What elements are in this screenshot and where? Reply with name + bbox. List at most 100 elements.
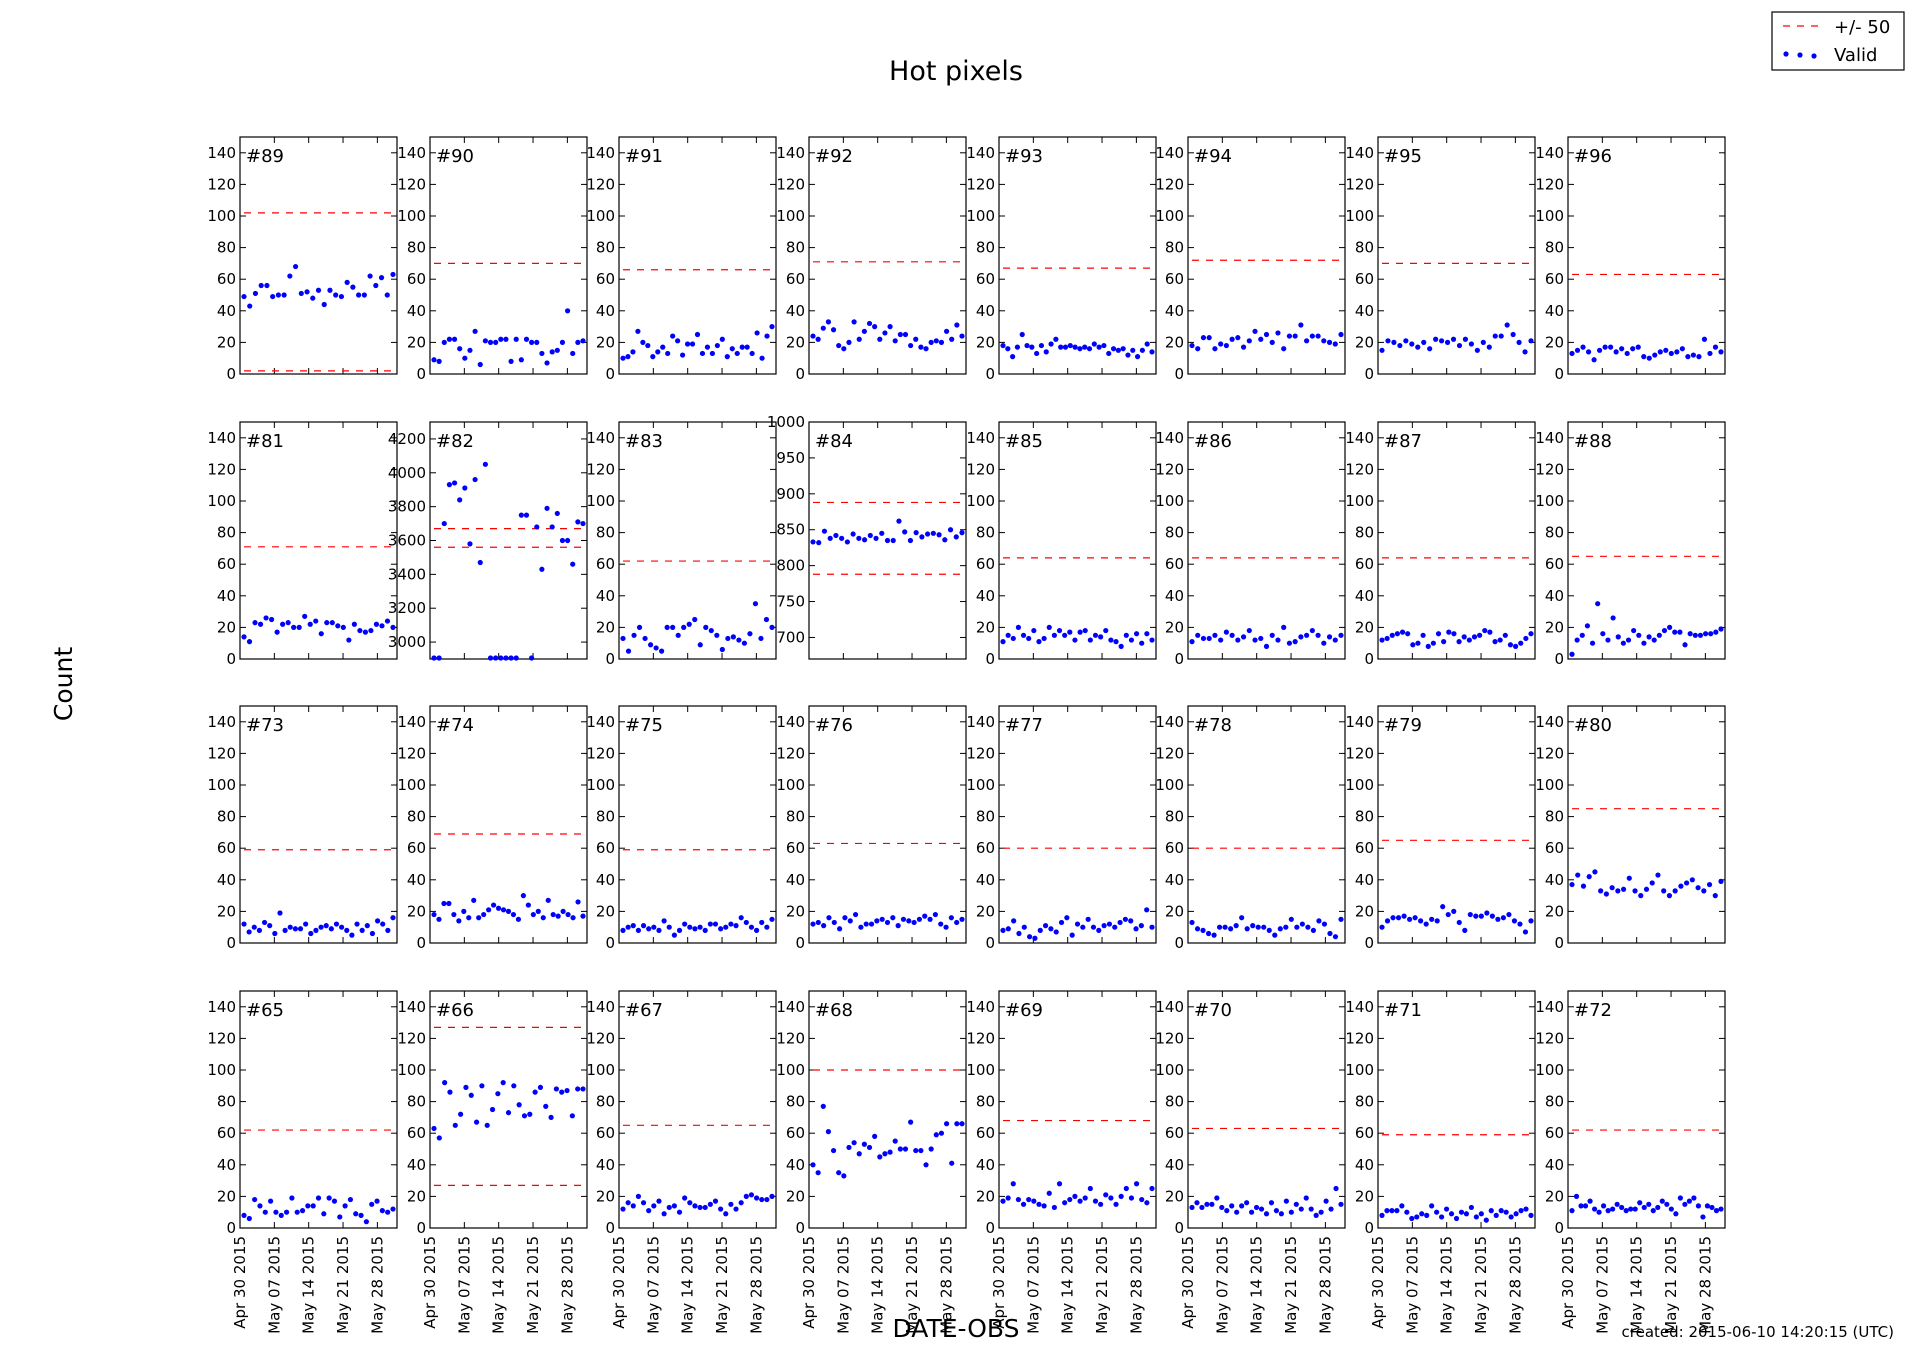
data-point <box>666 924 672 930</box>
y-tick-label: 100 <box>207 776 236 794</box>
data-point <box>1446 629 1452 635</box>
data-point <box>913 336 919 342</box>
y-tick-label: 120 <box>207 1029 236 1047</box>
data-point <box>1620 886 1627 892</box>
y-tick-label: 40 <box>976 1156 995 1174</box>
data-point <box>928 339 934 345</box>
data-point <box>1246 338 1252 344</box>
data-point <box>1650 1208 1656 1214</box>
data-point <box>653 645 659 651</box>
x-tick-label: May 14 2015 <box>490 1236 508 1334</box>
data-point <box>759 355 765 361</box>
data-point <box>949 336 955 342</box>
data-point <box>1090 924 1097 930</box>
legend-valid-dot <box>1783 51 1789 57</box>
data-point <box>1113 639 1119 645</box>
data-point <box>1385 338 1391 344</box>
data-point <box>1149 1185 1155 1192</box>
y-tick-label: 120 <box>586 744 615 762</box>
data-point <box>344 279 350 285</box>
data-point <box>1713 629 1719 635</box>
data-point <box>1058 344 1064 350</box>
data-point <box>1118 1193 1124 1199</box>
data-point <box>1101 923 1107 929</box>
data-point <box>1077 1198 1083 1204</box>
data-point <box>1091 341 1097 347</box>
y-tick-label: 120 <box>966 175 995 193</box>
data-point <box>841 346 847 352</box>
data-point <box>1020 1201 1027 1207</box>
y-tick-label: 120 <box>207 460 236 478</box>
data-point <box>1000 1198 1006 1204</box>
x-tick-label: May 14 2015 <box>679 1236 697 1334</box>
y-tick-label: 0 <box>985 365 995 383</box>
data-point <box>1620 640 1626 646</box>
x-tick-label: May 14 2015 <box>1628 1236 1646 1334</box>
data-point <box>560 908 566 915</box>
data-point <box>959 916 965 922</box>
data-point <box>1303 1195 1309 1201</box>
data-point <box>1240 344 1247 350</box>
data-point <box>471 897 477 903</box>
y-tick-label: 140 <box>397 144 426 162</box>
data-point <box>1667 624 1673 631</box>
data-point <box>482 338 488 344</box>
y-tick-label: 120 <box>966 1029 995 1047</box>
data-point <box>1441 639 1447 645</box>
data-point <box>264 282 270 289</box>
data-point <box>753 1195 760 1201</box>
data-point <box>1513 1211 1519 1217</box>
data-point <box>907 537 914 544</box>
data-point <box>846 339 852 345</box>
data-point <box>1615 888 1621 894</box>
data-point <box>489 1106 496 1113</box>
data-point <box>1133 1181 1140 1187</box>
data-point <box>1309 333 1315 339</box>
panel-frame <box>1377 990 1536 1229</box>
y-tick-label: 40 <box>786 1156 805 1174</box>
data-point <box>1222 924 1228 930</box>
data-point <box>1603 891 1609 897</box>
data-point <box>687 1200 693 1206</box>
panel-frame <box>998 421 1157 660</box>
data-point <box>339 924 345 930</box>
data-point <box>510 911 517 918</box>
data-point <box>1503 1209 1509 1215</box>
panel-label: #73 <box>246 715 284 736</box>
data-point <box>625 1200 631 1206</box>
data-point <box>856 336 862 342</box>
data-point <box>890 537 896 544</box>
data-point <box>697 1204 703 1211</box>
data-point <box>1580 344 1586 350</box>
data-point <box>1292 639 1298 645</box>
data-point <box>1379 637 1385 643</box>
data-point <box>1522 929 1529 935</box>
data-point <box>1080 924 1086 930</box>
data-point <box>1218 341 1224 347</box>
data-point <box>1404 1209 1410 1215</box>
data-point <box>718 1206 724 1212</box>
data-point <box>927 916 933 922</box>
y-tick-label: 100 <box>586 776 615 794</box>
y-tick-label: 20 <box>217 1187 236 1205</box>
data-point <box>887 1149 893 1155</box>
y-tick-label: 100 <box>1345 207 1374 225</box>
data-point <box>477 361 483 368</box>
panel-frame <box>1377 421 1536 660</box>
panel-76: 0 20 40 60 80 100 120 140 #76 <box>776 705 967 952</box>
data-point <box>1517 921 1523 927</box>
created-timestamp: created: 2015-06-10 14:20:15 (UTC) <box>1622 1323 1894 1341</box>
data-point <box>874 918 880 924</box>
data-point <box>565 911 571 918</box>
data-point <box>1016 930 1022 937</box>
panel-label: #66 <box>436 1000 474 1021</box>
data-point <box>1268 1200 1275 1206</box>
data-point <box>1713 1208 1720 1214</box>
data-point <box>925 531 931 537</box>
data-point <box>861 537 868 543</box>
data-point <box>539 350 545 357</box>
data-point <box>1082 627 1088 634</box>
data-point <box>1444 339 1451 345</box>
data-point <box>356 292 362 298</box>
y-tick-label: 140 <box>397 998 426 1016</box>
